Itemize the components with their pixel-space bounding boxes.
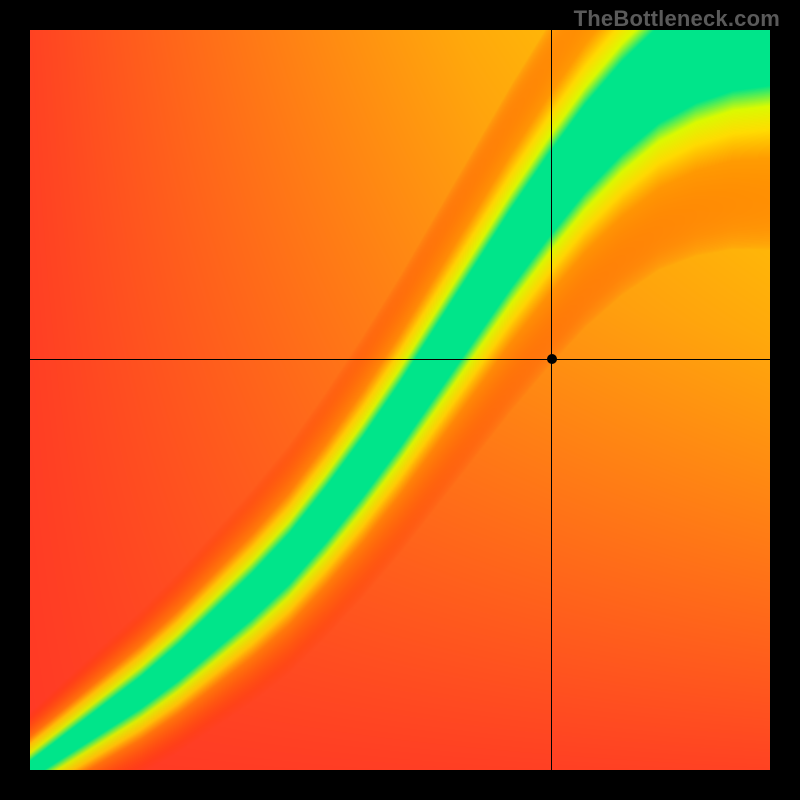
chart-container: TheBottleneck.com xyxy=(0,0,800,800)
crosshair-vertical xyxy=(551,30,552,770)
crosshair-horizontal xyxy=(30,359,770,360)
watermark-text: TheBottleneck.com xyxy=(574,6,780,32)
crosshair-marker xyxy=(547,354,557,364)
plot-area xyxy=(30,30,770,770)
heatmap-canvas xyxy=(30,30,770,770)
